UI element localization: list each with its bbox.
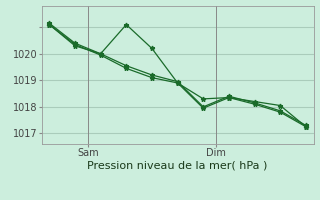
X-axis label: Pression niveau de la mer( hPa ): Pression niveau de la mer( hPa ) bbox=[87, 161, 268, 171]
